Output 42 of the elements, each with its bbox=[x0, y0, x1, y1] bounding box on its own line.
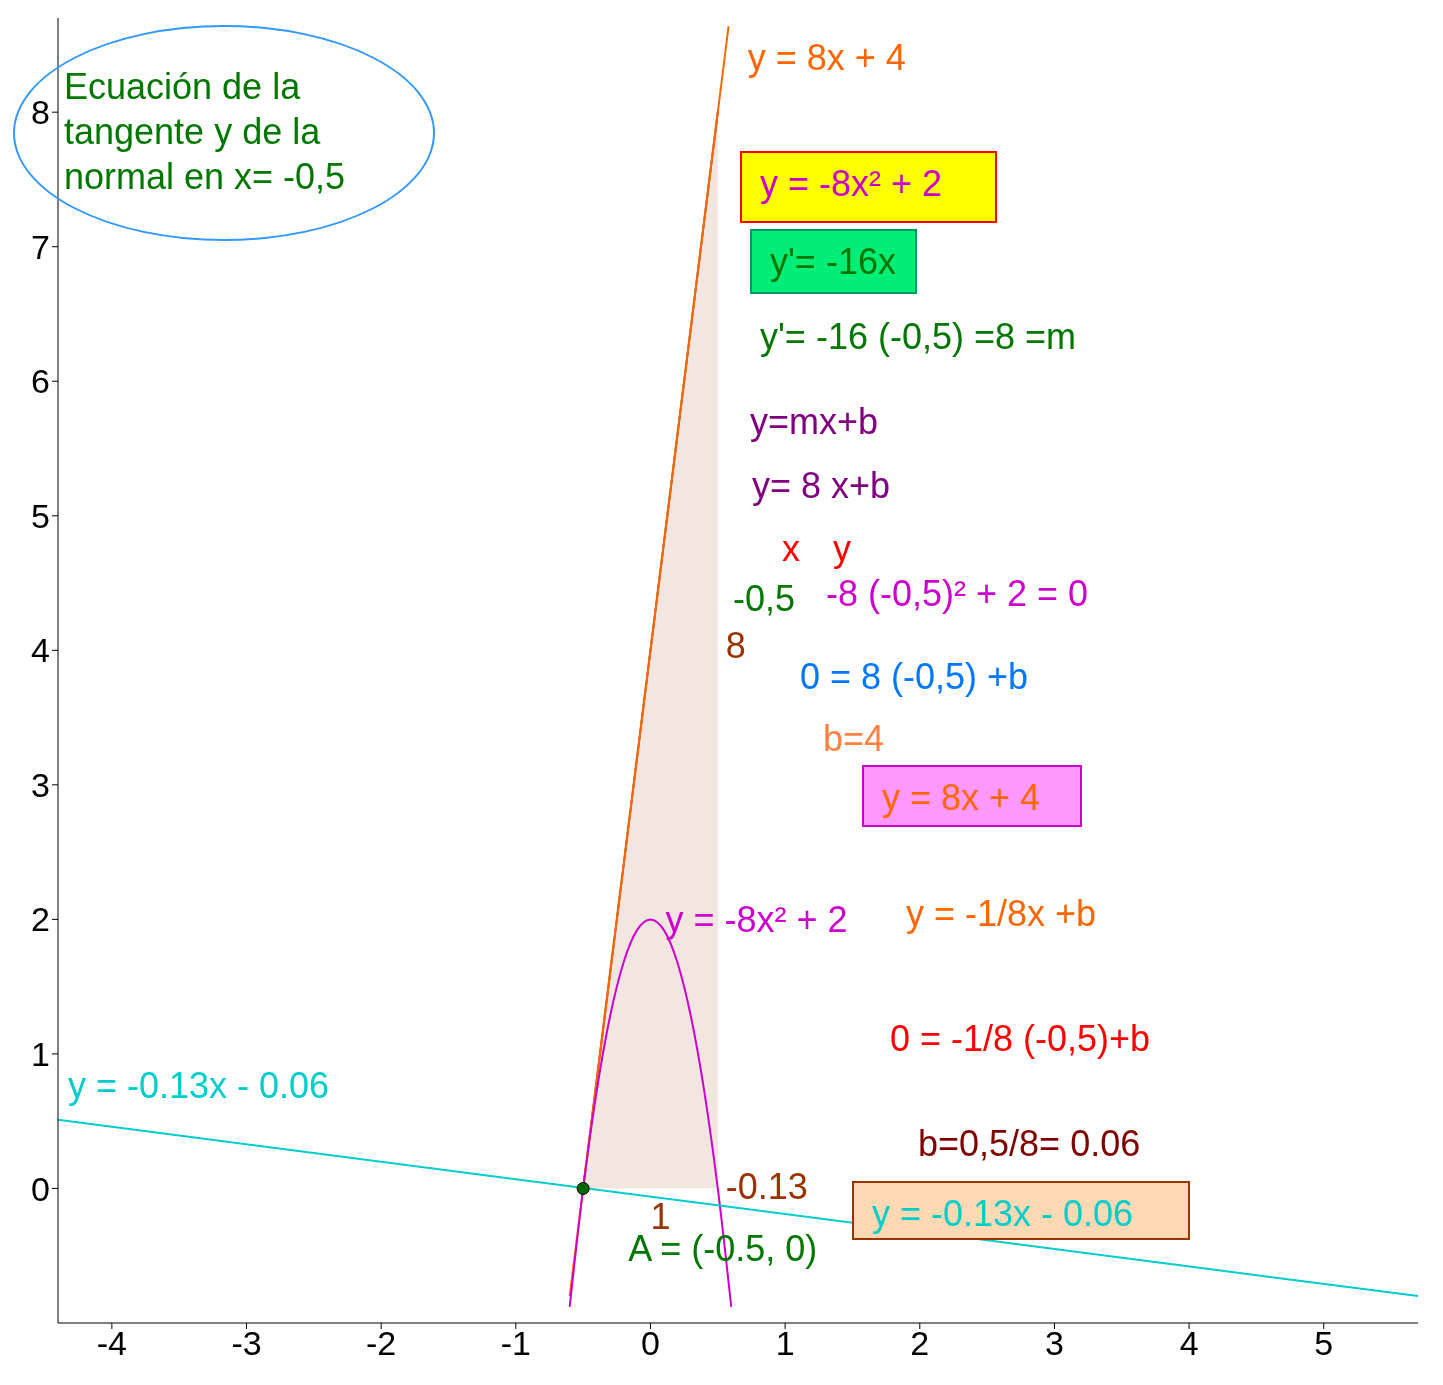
annotation: y'= -16x bbox=[750, 229, 917, 294]
annotation: 0 = 8 (-0,5) +b bbox=[800, 656, 1029, 698]
annotation: y= 8 x+b bbox=[752, 465, 891, 507]
y-tick-label: 8 bbox=[31, 93, 50, 132]
y-tick-label: 2 bbox=[31, 900, 50, 939]
annotation: 1 bbox=[650, 1196, 671, 1238]
annotation: y'= -16 (-0,5) =8 =m bbox=[760, 316, 1077, 358]
annotation: -0.13 bbox=[725, 1166, 808, 1209]
annotation: b=0,5/8= 0.06 bbox=[918, 1123, 1141, 1165]
y-tick-label: 1 bbox=[31, 1035, 50, 1073]
annotation: y bbox=[833, 528, 851, 570]
annotation: y=mx+b bbox=[750, 401, 879, 443]
y-tick-label: 4 bbox=[31, 631, 50, 670]
x-tick-label: -3 bbox=[231, 1324, 262, 1363]
annotation: -8 (-0,5)² + 2 = 0 bbox=[826, 573, 1089, 615]
series-label: y = -0.13x - 0.06 bbox=[68, 1064, 330, 1107]
y-tick-label: 0 bbox=[31, 1169, 50, 1208]
annotation: -0,5 bbox=[733, 578, 796, 620]
x-tick-label: 2 bbox=[910, 1324, 930, 1363]
text: Ecuación de la tangente y de la normal en x= -0,5 bbox=[64, 65, 347, 199]
x-tick-label: 0 bbox=[641, 1324, 660, 1363]
y-tick-label: 3 bbox=[31, 765, 50, 804]
y-tick-label: 7 bbox=[31, 227, 50, 266]
y-tick-label: 5 bbox=[31, 496, 50, 535]
x-tick-label: 1 bbox=[775, 1324, 795, 1363]
annotation: 0 = -1/8 (-0,5)+b bbox=[890, 1018, 1151, 1060]
x-tick-label: -4 bbox=[96, 1324, 127, 1363]
x-tick-label: -2 bbox=[366, 1324, 397, 1363]
annotation: b=4 bbox=[823, 718, 885, 760]
y-tick-label: 6 bbox=[31, 362, 50, 401]
x-tick-label: -1 bbox=[500, 1324, 531, 1363]
x-tick-label: 5 bbox=[1314, 1324, 1334, 1363]
annotation: 8 bbox=[725, 625, 746, 668]
series-label: y = 8x + 4 bbox=[747, 37, 906, 80]
x-tick-label: 4 bbox=[1179, 1324, 1199, 1363]
x-tick-label: 3 bbox=[1044, 1324, 1064, 1363]
annotation: y = -0.13x - 0.06 bbox=[852, 1181, 1190, 1240]
annotation: x bbox=[782, 528, 800, 570]
annotation: y = -8x² + 2 bbox=[740, 151, 997, 223]
annotation: y = 8x + 4 bbox=[862, 765, 1082, 827]
series-label: y = -8x² + 2 bbox=[665, 899, 848, 942]
annotation: y = -1/8x +b bbox=[906, 893, 1097, 935]
